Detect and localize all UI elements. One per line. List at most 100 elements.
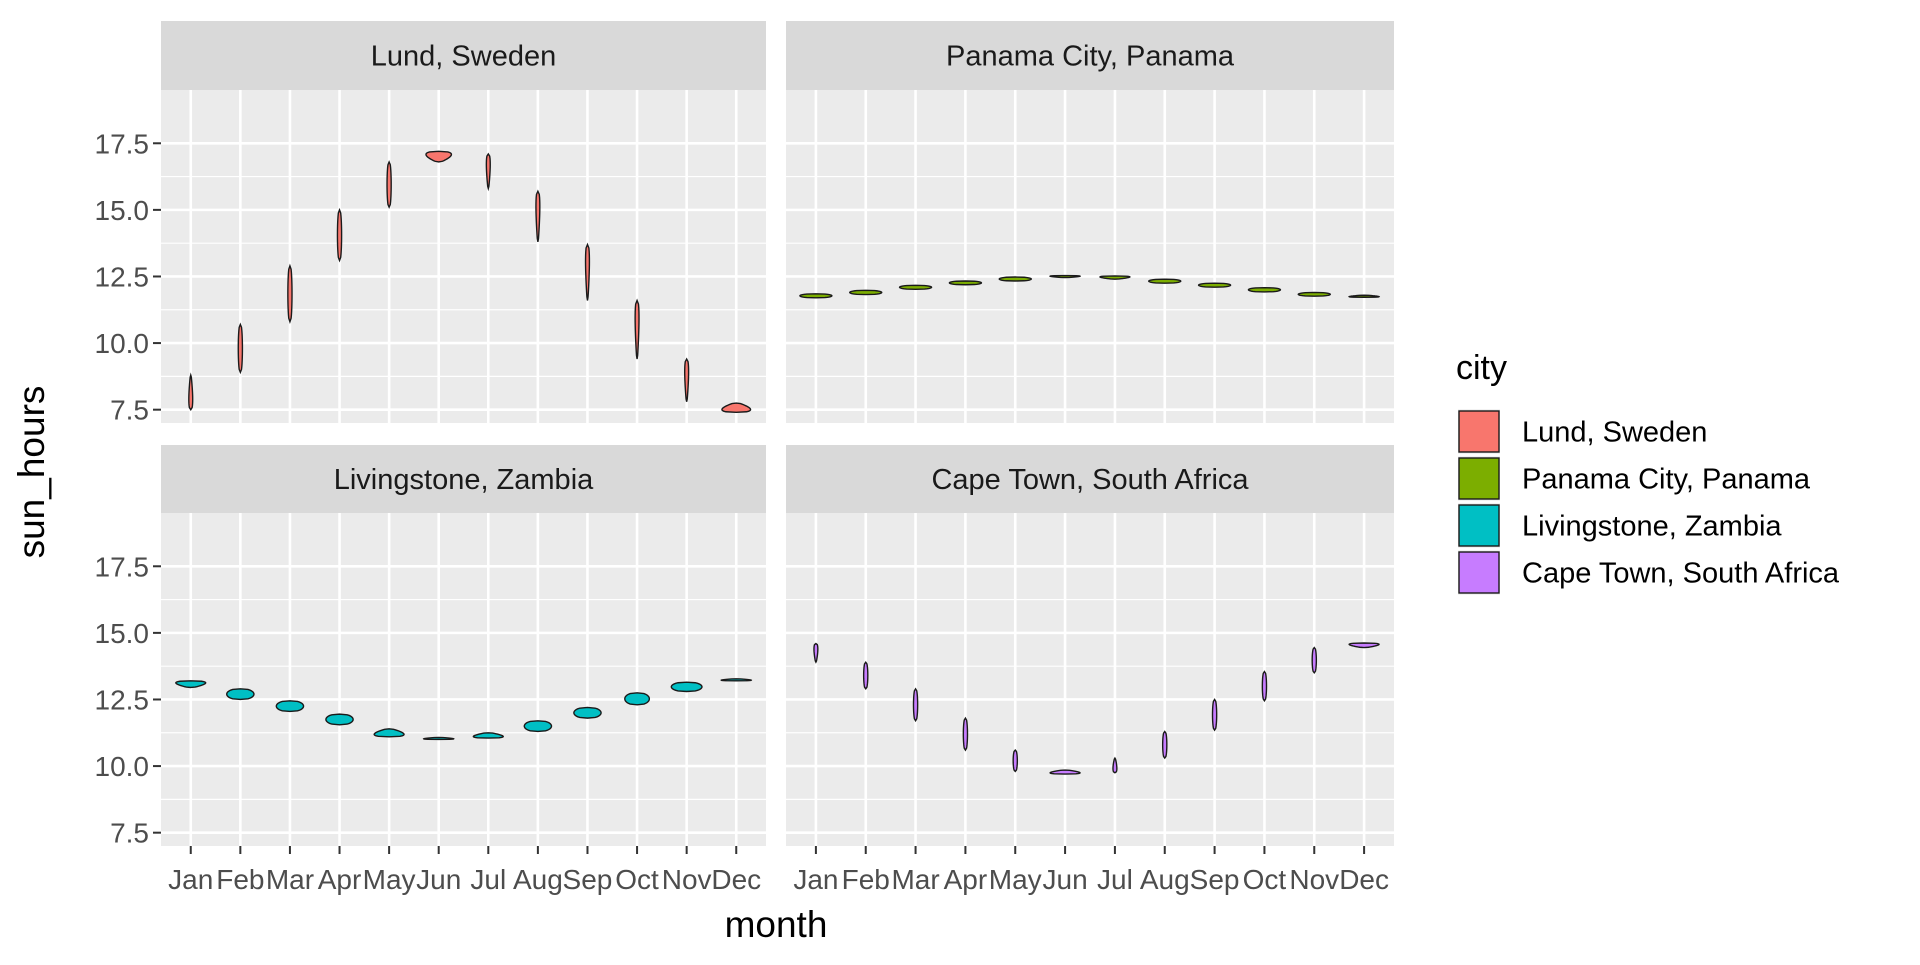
violin-cape-town-south-africa-jul [1112, 756, 1118, 774]
x-tick-label: May [989, 864, 1042, 895]
x-tick-label: Oct [615, 864, 659, 895]
violin-livingstone-zambia-dec [720, 678, 753, 682]
facet-strip-label: Lund, Sweden [371, 41, 556, 73]
panel-background [161, 513, 766, 846]
legend: city Lund, Sweden Panama City, Panama Livi… [1456, 349, 1840, 595]
x-tick-label: Mar [266, 864, 314, 895]
facet-strip [161, 445, 766, 513]
legend-swatch [1458, 457, 1500, 500]
violin-panama-city-panama-sep [1197, 282, 1232, 288]
facet-strip-label: Panama City, Panama [946, 41, 1235, 73]
x-tick-label: Apr [318, 864, 362, 895]
x-tick-label: Aug [513, 864, 563, 895]
violin-panama-city-panama-aug [1147, 278, 1182, 284]
violin-panama-city-panama-may [998, 276, 1033, 282]
legend-label: Cape Town, South Africa [1522, 558, 1840, 590]
violin-lund-sweden-dec [721, 402, 752, 414]
violin-livingstone-zambia-jun [422, 736, 455, 741]
x-tick-label: Nov [1289, 864, 1339, 895]
legend-item: Cape Town, South Africa [1458, 550, 1840, 595]
legend-swatch [1458, 504, 1500, 547]
x-tick-label: Feb [842, 864, 890, 895]
x-tick-label: Jun [1043, 864, 1088, 895]
violin-panama-city-panama-nov [1297, 291, 1332, 297]
x-tick-label: Jun [416, 864, 461, 895]
violin-lund-sweden-jun [425, 150, 453, 163]
violin-livingstone-zambia-aug [523, 720, 553, 733]
violin-livingstone-zambia-nov [670, 681, 703, 693]
x-tick-label: Apr [944, 864, 988, 895]
panel-background [786, 90, 1394, 423]
violin-livingstone-zambia-sep [573, 706, 602, 719]
legend-item: Livingstone, Zambia [1458, 503, 1782, 548]
legend-swatch [1458, 551, 1500, 594]
violin-cape-town-south-africa-nov [1311, 646, 1318, 675]
violin-cape-town-south-africa-apr [962, 716, 969, 752]
x-tick-label: Jul [470, 864, 506, 895]
violin-cape-town-south-africa-mar [912, 687, 919, 723]
violin-panama-city-panama-feb [848, 289, 883, 296]
panel-background [161, 90, 766, 423]
panel-background [786, 513, 1394, 846]
violin-panama-city-panama-apr [948, 280, 983, 286]
violin-panama-city-panama-jul [1099, 275, 1131, 280]
violin-panama-city-panama-jun [1049, 274, 1082, 279]
facet-panel-lund-sweden: Lund, Sweden [161, 21, 766, 423]
violin-cape-town-south-africa-dec [1348, 642, 1380, 649]
x-tick-label: Aug [1140, 864, 1190, 895]
violin-lund-sweden-jul [485, 152, 491, 192]
legend-swatch [1458, 410, 1500, 453]
violin-panama-city-panama-mar [898, 284, 933, 290]
y-tick-label: 10.0 [95, 328, 150, 359]
y-tick-label: 17.5 [95, 551, 150, 582]
x-tick-label: Feb [216, 864, 264, 895]
x-tick-label: Dec [1339, 864, 1389, 895]
x-tick-label: May [363, 864, 416, 895]
violin-panama-city-panama-dec [1348, 294, 1381, 298]
y-tick-label: 10.0 [95, 751, 150, 782]
violin-livingstone-zambia-jan [175, 680, 207, 689]
violin-cape-town-south-africa-jan [813, 642, 819, 664]
y-tick-label: 12.5 [95, 684, 150, 715]
legend-item: Panama City, Panama [1458, 456, 1811, 501]
y-tick-label: 17.5 [95, 128, 150, 159]
y-tick-label: 15.0 [95, 195, 150, 226]
facet-strip-label: Livingstone, Zambia [334, 464, 594, 496]
violin-lund-sweden-nov [684, 357, 690, 402]
y-tick-label: 15.0 [95, 618, 150, 649]
violin-lund-sweden-may [386, 160, 392, 210]
violin-lund-sweden-sep [584, 242, 591, 301]
facet-strip [161, 21, 766, 90]
facet-panel-livingstone-zambia: Livingstone, Zambia [161, 445, 766, 846]
violin-lund-sweden-feb [237, 322, 244, 375]
violin-cape-town-south-africa-sep [1211, 698, 1218, 732]
violin-lund-sweden-jan [188, 372, 194, 411]
x-tick-label: Oct [1243, 864, 1287, 895]
violin-lund-sweden-apr [336, 207, 343, 263]
violin-cape-town-south-africa-jun [1049, 769, 1081, 775]
violin-cape-town-south-africa-oct [1261, 670, 1268, 703]
y-axis-title: sun_hours [11, 386, 52, 559]
facet-strip [786, 445, 1394, 513]
violin-lund-sweden-mar [287, 263, 293, 324]
legend-label: Livingstone, Zambia [1522, 511, 1782, 543]
y-tick-label: 12.5 [95, 261, 150, 292]
y-tick-label: 7.5 [110, 395, 149, 426]
facet-panel-cape-town-south-africa: Cape Town, South Africa [786, 445, 1394, 846]
violin-cape-town-south-africa-may [1012, 749, 1019, 773]
violin-livingstone-zambia-oct [624, 692, 651, 706]
violin-livingstone-zambia-feb [226, 688, 255, 701]
violin-livingstone-zambia-mar [275, 700, 305, 713]
violin-livingstone-zambia-jul [472, 732, 505, 739]
legend-label: Panama City, Panama [1522, 464, 1811, 496]
legend-item: Lund, Sweden [1458, 409, 1707, 454]
facet-strip-label: Cape Town, South Africa [931, 464, 1249, 496]
x-tick-label: Mar [891, 864, 939, 895]
x-tick-label: Sep [1190, 864, 1240, 895]
x-axis-title: month [725, 904, 828, 945]
legend-title: city [1456, 349, 1507, 387]
y-tick-label: 7.5 [110, 818, 149, 849]
x-tick-label: Jul [1097, 864, 1133, 895]
